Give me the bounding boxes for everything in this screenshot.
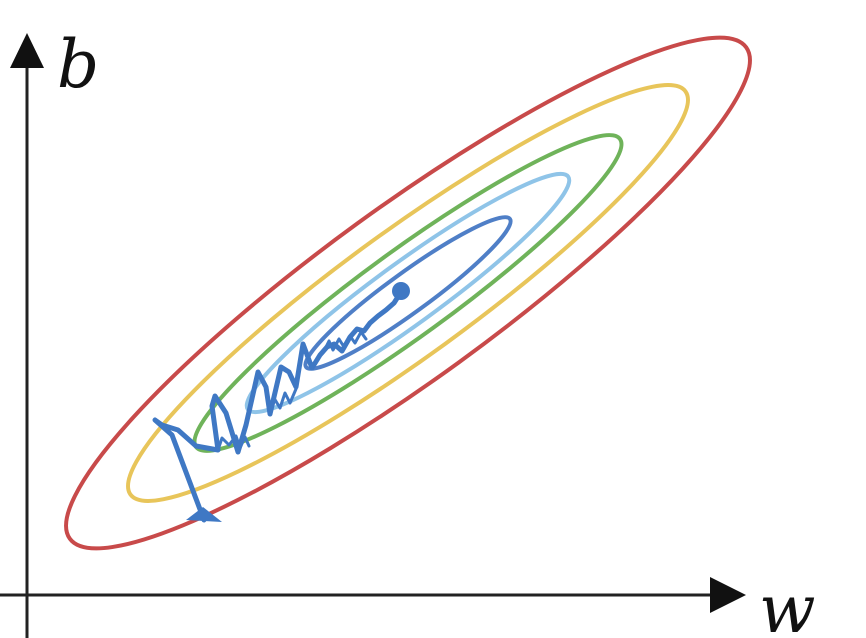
descent-detail-c bbox=[321, 330, 368, 355]
descent-path bbox=[152, 289, 404, 523]
contour-group bbox=[64, 35, 752, 551]
start-marker bbox=[186, 507, 222, 522]
contour-yellow bbox=[126, 83, 690, 503]
descent-detail-a bbox=[216, 434, 251, 452]
minimum-marker bbox=[392, 282, 410, 300]
contour-outer-red bbox=[64, 35, 752, 551]
x-axis-arrow bbox=[710, 577, 746, 613]
descent-detail-b bbox=[268, 387, 298, 416]
descent-path-group bbox=[152, 282, 410, 523]
x-axis-label: w bbox=[759, 571, 816, 638]
contour-inner-blue bbox=[303, 215, 513, 371]
y-axis-arrow bbox=[10, 33, 44, 68]
y-axis-label: b bbox=[57, 26, 99, 103]
